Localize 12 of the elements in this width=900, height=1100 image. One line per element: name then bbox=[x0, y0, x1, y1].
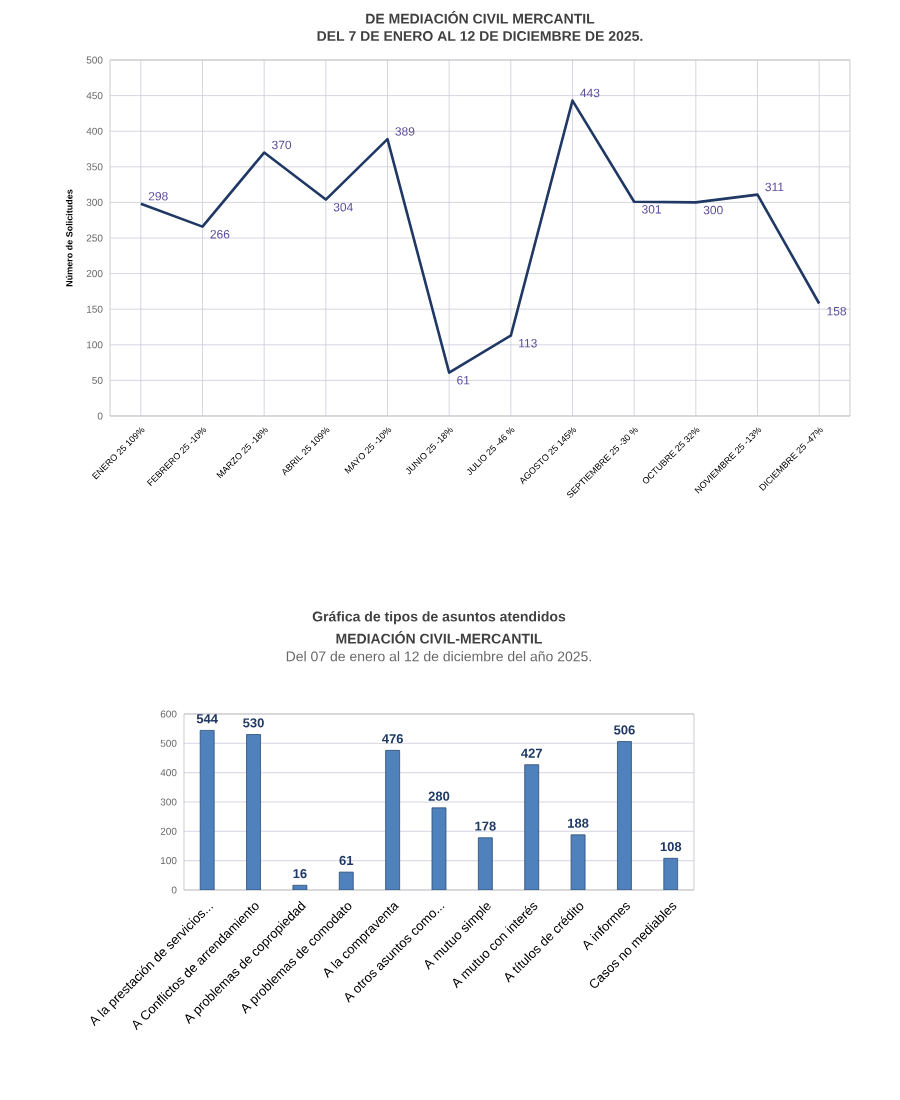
bar bbox=[338, 871, 354, 890]
bar bbox=[292, 884, 308, 890]
bar bbox=[663, 857, 679, 890]
line-series bbox=[139, 99, 821, 374]
bar bbox=[199, 730, 215, 890]
bar bbox=[570, 834, 586, 890]
bar bbox=[246, 734, 261, 890]
bar bbox=[385, 749, 401, 890]
bar bbox=[524, 764, 540, 890]
bar bbox=[431, 807, 447, 890]
bar bbox=[617, 741, 632, 890]
bar bbox=[477, 837, 493, 890]
